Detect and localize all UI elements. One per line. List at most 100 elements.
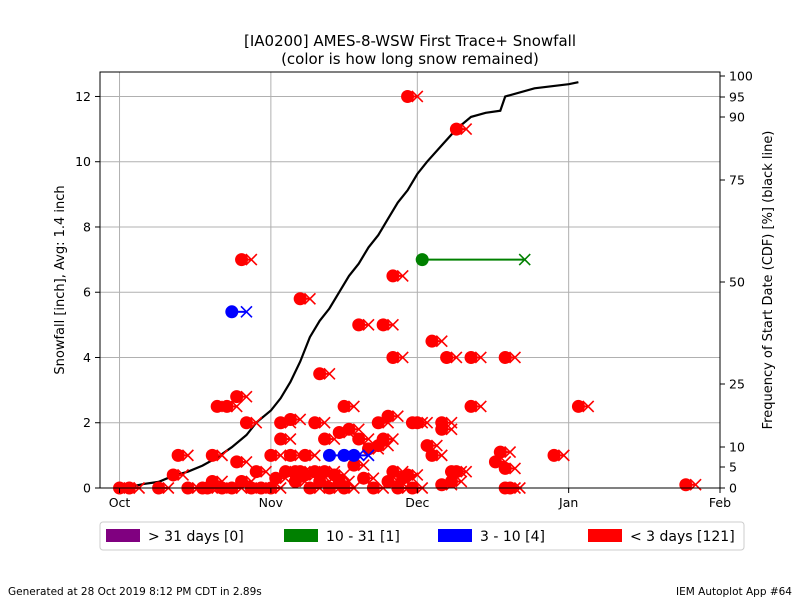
y2-tick-label: 90 [729,110,745,125]
event-start-point [298,468,312,482]
y-tick-label: 4 [83,350,91,365]
x-tick-label: Nov [259,495,284,510]
event-start-point [401,89,415,103]
cdf-line-layer [124,81,579,490]
event-start-point [293,292,307,306]
event-end-cross [421,416,434,429]
event-end-cross [308,449,321,462]
event-start-point [249,465,263,479]
snow-event [440,350,463,364]
snow-event [230,455,253,469]
event-start-point [298,448,312,462]
snow-event [205,448,229,462]
snow-event [235,253,258,267]
y-tick-label: 10 [75,154,91,169]
snow-event [230,390,253,404]
y-tick-label: 6 [83,285,91,300]
snow-event [547,448,570,462]
event-end-cross [250,416,263,429]
event-end-cross [474,351,487,364]
y-axis-label: Snowfall [inch], Avg: 1.4 inch [53,185,68,374]
legend-label: > 31 days [0] [148,529,244,545]
y2-tick-label: 100 [729,69,753,84]
event-end-cross [176,468,190,482]
event-end-cross [274,449,287,462]
event-end-cross [230,400,243,413]
event-start-point [337,448,351,462]
event-start-point [318,432,332,446]
event-start-point [166,468,180,482]
legend-label: 3 - 10 [4] [480,529,545,545]
event-end-cross [508,351,522,364]
snow-event [415,253,531,267]
event-start-point [283,412,297,426]
y2-tick-label: 50 [729,275,745,290]
event-end-cross [357,459,370,472]
event-end-cross [445,423,458,436]
legend-swatch [106,529,140,542]
x-axis: Oct Nov Dec Jan Feb [109,488,731,510]
event-end-cross [259,465,273,478]
snow-event [274,432,297,446]
snow-event [293,292,316,306]
snow-event [498,461,522,475]
event-start-point [357,471,371,485]
event-start-point [435,422,449,436]
event-end-cross [240,305,253,318]
event-end-cross [396,351,409,364]
event-start-point [352,318,366,332]
event-start-point [239,416,253,430]
snow-event [308,416,331,430]
event-start-point [420,439,434,453]
event-start-point [274,416,288,430]
legend-swatch [284,529,318,542]
event-end-cross [396,269,409,282]
event-start-point [449,465,463,479]
event-end-cross [391,410,404,423]
snow-event [249,465,273,479]
event-start-point [308,465,322,479]
event-start-point [235,474,249,488]
snow-event [171,448,194,462]
event-start-point [220,399,234,413]
event-end-cross [455,475,468,488]
event-end-cross [347,400,360,413]
event-end-cross [508,462,522,475]
event-start-point [547,448,561,462]
event-start-point [444,474,458,488]
snow-event [376,318,399,332]
event-start-point [347,458,361,472]
snow-event [386,269,409,283]
event-start-point [571,399,585,413]
event-start-point [425,334,439,348]
event-end-cross [215,449,229,462]
event-end-cross [181,449,194,462]
snow-event [313,367,336,381]
legend-label: < 3 days [121] [630,529,735,545]
event-start-point [279,465,293,479]
cdf-line [124,81,579,490]
event-start-point [332,426,346,440]
snow-event [464,399,487,413]
x-tick-label: Oct [109,495,131,510]
snow-event [464,350,487,364]
event-end-cross [362,449,375,462]
event-end-cross [386,432,399,446]
event-start-point [449,122,463,136]
snow-event [225,305,253,319]
snow-event [435,422,458,436]
legend-swatch [588,529,622,542]
snow-event [679,478,702,492]
snow-event [498,350,522,364]
x-tick-label: Dec [405,495,429,510]
event-start-point [269,471,283,485]
event-end-cross [352,449,365,462]
event-end-cross [557,449,570,462]
chart-subtitle: (color is how long snow remained) [281,50,539,68]
snow-event [425,334,448,348]
event-start-point [230,390,244,404]
event-end-cross [504,446,517,459]
y-tick-label: 8 [83,219,91,234]
event-end-cross [411,468,424,482]
